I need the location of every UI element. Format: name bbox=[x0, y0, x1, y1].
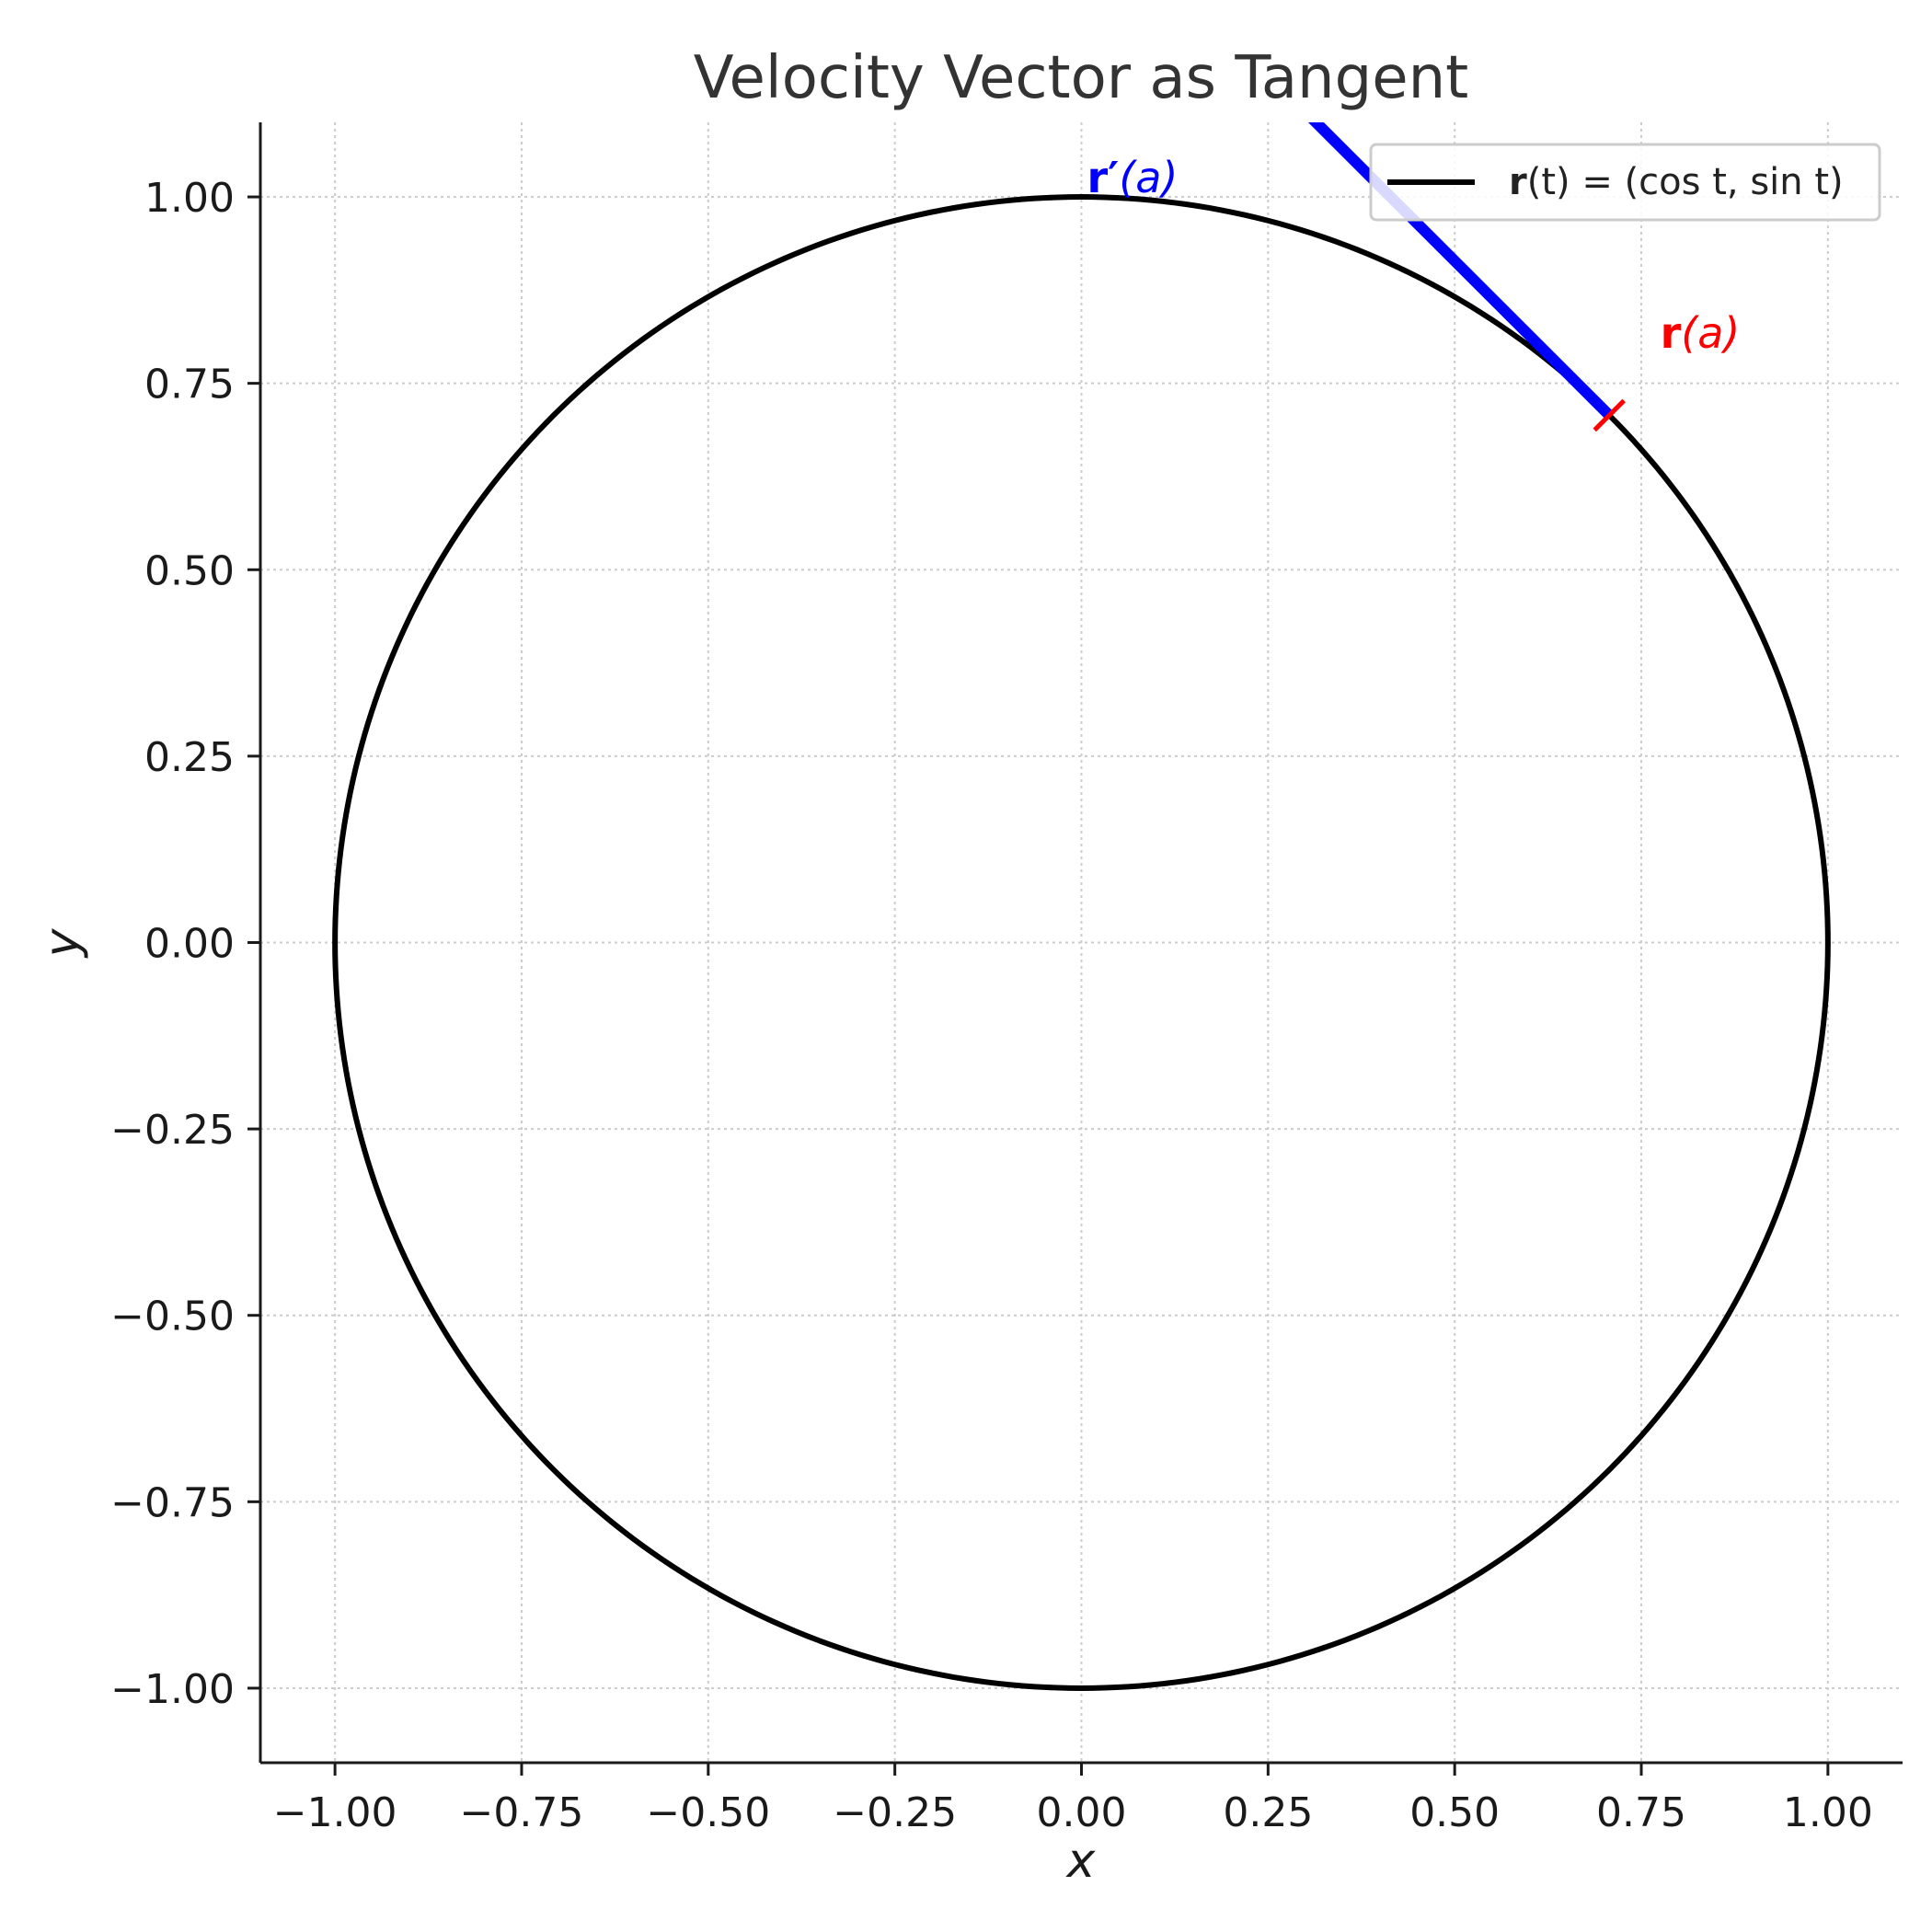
grid bbox=[260, 122, 1903, 1763]
velocity-vector bbox=[1307, 122, 1614, 420]
x-tick-label: 0.75 bbox=[1596, 1789, 1686, 1836]
x-tick-label: −0.50 bbox=[646, 1789, 770, 1836]
vector-layer bbox=[1307, 122, 1626, 432]
y-tick-label: 1.00 bbox=[144, 175, 235, 222]
y-tick-label: 0.00 bbox=[144, 921, 235, 968]
x-tick-label: 0.25 bbox=[1223, 1789, 1313, 1836]
chart-title: Velocity Vector as Tangent bbox=[694, 44, 1469, 112]
y-tick-label: −1.00 bbox=[110, 1666, 235, 1713]
velocity-label: r′(a) bbox=[1087, 153, 1179, 202]
x-tick-label: 0.50 bbox=[1409, 1789, 1500, 1836]
x-tick-label: 1.00 bbox=[1783, 1789, 1873, 1836]
y-tick-label: 0.25 bbox=[144, 734, 235, 781]
x-tick-label: −0.25 bbox=[833, 1789, 957, 1836]
point-label: r(a) bbox=[1661, 308, 1741, 358]
legend: r(t) = (cos t, sin t) bbox=[1369, 143, 1881, 222]
y-tick-label: −0.75 bbox=[110, 1479, 235, 1526]
axes bbox=[247, 122, 1903, 1776]
y-tick-label: 0.50 bbox=[144, 547, 235, 594]
y-tick-label: 0.75 bbox=[144, 362, 235, 408]
y-tick-label: −0.50 bbox=[110, 1294, 235, 1340]
y-axis-title: y bbox=[35, 927, 90, 959]
x-tick-label: 0.00 bbox=[1037, 1789, 1127, 1836]
x-tick-label: −1.00 bbox=[273, 1789, 397, 1836]
x-tick-label: −0.75 bbox=[460, 1789, 584, 1836]
series-layer bbox=[332, 194, 1831, 1691]
legend-label: r(t) = (cos t, sin t) bbox=[1509, 161, 1844, 203]
tick-labels: −1.00 −0.75 −0.50 −0.25 0.00 0.25 0.50 0.75 1.00… bbox=[110, 175, 1873, 1836]
circle-curve bbox=[332, 194, 1831, 1691]
point-marker bbox=[1593, 398, 1626, 432]
y-tick-label: −0.25 bbox=[110, 1107, 235, 1154]
legend-box bbox=[1369, 143, 1881, 222]
annotations: r′(a) r(a) bbox=[1087, 153, 1741, 358]
x-axis-title: x bbox=[1065, 1834, 1097, 1889]
